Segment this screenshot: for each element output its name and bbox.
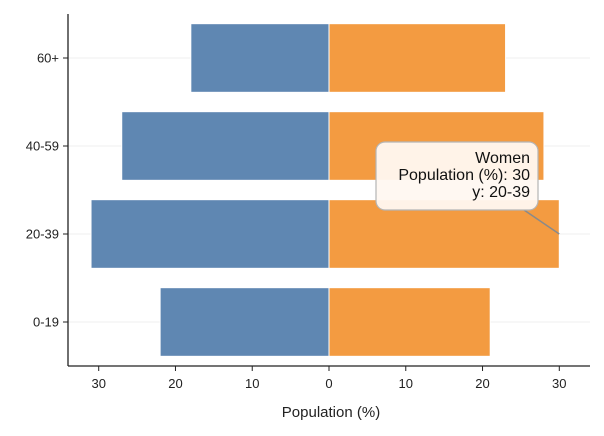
y-tick-label-60+: 60+ [37,51,59,66]
bar-series0-40-59[interactable] [121,111,330,181]
y-tick-label-40-59: 40-59 [26,139,59,154]
y-tick-label-20-39: 20-39 [26,227,59,242]
x-axis-title: Population (%) [282,404,380,421]
axes [63,14,590,371]
x-tick-label: 30 [552,376,566,391]
tooltip-box [375,141,539,211]
y-tick-label-0-19: 0-19 [33,315,59,330]
x-tick-label: 0 [325,376,332,391]
bar-series1-60+[interactable] [328,23,507,93]
x-tick-label: 20 [475,376,489,391]
tooltip-line-1: Women [475,150,530,167]
x-tick-label: 20 [168,376,182,391]
tooltip-pointer [523,209,560,235]
bars [90,23,560,357]
tooltip-line-3: y: 20-39 [472,184,530,201]
x-tick-label: 30 [91,376,105,391]
bar-series1-0-19[interactable] [328,287,491,357]
x-tick-label: 10 [245,376,259,391]
bar-series1-20-39[interactable] [328,199,560,269]
x-tick-label: 10 [399,376,413,391]
bar-series0-20-39[interactable] [90,199,330,269]
bar-series0-0-19[interactable] [159,287,330,357]
tick-labels: 30 20 10 0 10 20 30 0-19 20-39 40-59 60+ [26,51,567,392]
bar-series0-60+[interactable] [190,23,330,93]
tooltip-line-2: Population (%): 30 [398,167,530,184]
